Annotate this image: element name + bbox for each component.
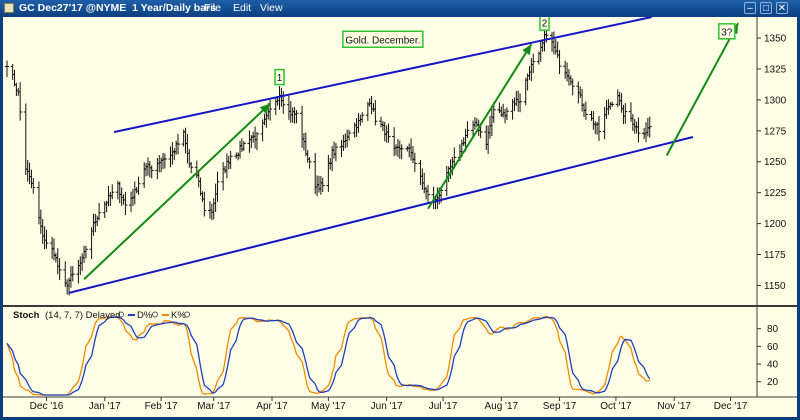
stoch-tick-label: 60 — [767, 342, 779, 353]
close-icon[interactable]: ✕ — [776, 2, 788, 14]
stoch-title: Stoch — [13, 310, 40, 321]
minimize-icon[interactable]: – — [744, 2, 756, 14]
stoch-params: (14, 7, 7) Delayed — [45, 310, 121, 321]
price-tick-label: 1325 — [764, 64, 787, 75]
stoch-tick-label: 80 — [767, 324, 779, 335]
time-tick-label: Jan '17 — [89, 401, 121, 412]
wave-arrow-head — [522, 44, 532, 56]
price-tick-label: 1175 — [764, 250, 786, 261]
wave-label-3: 3? — [721, 27, 733, 38]
wave-label-box — [274, 68, 285, 86]
time-tick-label: Dec '16 — [30, 401, 64, 412]
time-tick-label: Jun '17 — [371, 401, 403, 412]
price-tick-label: 1350 — [764, 34, 787, 45]
time-tick-label: Sep '17 — [543, 401, 577, 412]
time-tick-label: Aug '17 — [484, 401, 518, 412]
time-tick-label: Mar '17 — [197, 401, 230, 412]
annotation-box — [342, 30, 424, 49]
window-titlebar: GC Dec27'17 @NYME 1 Year/Daily bars File… — [0, 0, 800, 17]
legend-k-icon — [184, 311, 190, 318]
menu-edit[interactable]: Edit — [233, 2, 252, 14]
time-tick-label: Oct '17 — [600, 401, 632, 412]
stoch-tick-label: 20 — [767, 377, 779, 388]
channel-lower-line — [68, 136, 694, 294]
legend-k-label: K% — [171, 310, 186, 321]
wave-arrow-line — [83, 102, 271, 280]
stoch-param-icon — [118, 311, 124, 318]
menu-file[interactable]: File — [204, 2, 221, 14]
price-tick-label: 1250 — [764, 157, 787, 168]
annotation-text: Gold. December. — [345, 35, 420, 46]
legend-d-label: D% — [137, 310, 153, 321]
wave-label-box — [539, 17, 550, 31]
time-tick-label: May '17 — [311, 401, 346, 412]
wave-arrow-line — [665, 22, 739, 157]
wave-arrow-head — [259, 103, 271, 114]
time-tick-label: Apr '17 — [256, 401, 288, 412]
channel-upper-line — [113, 17, 652, 134]
time-tick-label: Dec '17 — [714, 401, 748, 412]
wave-label-1: 1 — [277, 73, 283, 84]
price-tick-label: 1225 — [764, 188, 787, 199]
wave-label-2: 2 — [542, 19, 548, 30]
wave-label-box — [718, 23, 736, 40]
window-title: GC Dec27'17 @NYME 1 Year/Daily bars — [19, 2, 216, 14]
maximize-icon[interactable]: □ — [760, 2, 772, 14]
wave-arrow-line — [427, 43, 533, 210]
time-tick-label: Feb '17 — [145, 401, 178, 412]
chart-canvas: 1150 1175 1200 1225 1250 1275 1300 1325 1350 1 2 3?… — [3, 17, 797, 412]
time-tick-label: Nov '17 — [657, 401, 691, 412]
time-tick-label: Jul '17 — [429, 401, 458, 412]
price-tick-label: 1275 — [764, 126, 787, 137]
price-tick-label: 1300 — [764, 95, 787, 106]
chart-window: 1150 1175 1200 1225 1250 1275 1300 1325 1350 1 2 3?… — [0, 17, 800, 420]
menu-view[interactable]: View — [260, 2, 283, 14]
stoch-tick-label: 40 — [767, 360, 779, 371]
chart-window-icon[interactable] — [4, 3, 14, 13]
legend-d-icon — [152, 311, 158, 318]
stoch-d-line — [6, 316, 651, 396]
price-tick-label: 1200 — [764, 219, 787, 230]
price-tick-label: 1150 — [764, 281, 786, 292]
stoch-k-line — [6, 315, 651, 396]
